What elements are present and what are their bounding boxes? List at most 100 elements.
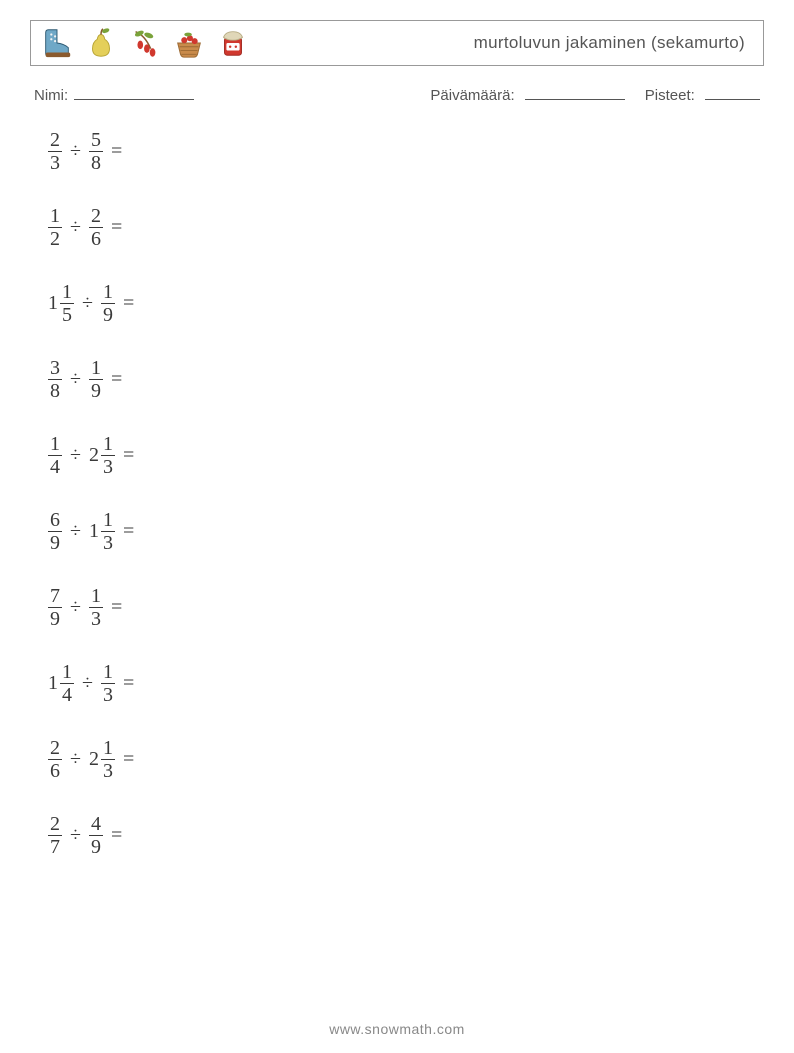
fraction-denominator: 2: [48, 229, 62, 249]
problem-row: 14÷213=: [48, 434, 764, 477]
fraction: 13: [101, 434, 115, 477]
meta-row: Nimi: Päivämäärä: Pisteet:: [30, 84, 764, 104]
problem-row: 79÷13=: [48, 586, 764, 629]
equals-sign: =: [111, 216, 122, 239]
pear-icon: [83, 25, 119, 61]
fraction-denominator: 6: [89, 229, 103, 249]
header-box: murtoluvun jakaminen (sekamurto): [30, 20, 764, 66]
fraction-denominator: 6: [48, 761, 62, 781]
equals-sign: =: [111, 596, 122, 619]
worksheet-page: murtoluvun jakaminen (sekamurto) Nimi: P…: [0, 0, 794, 1053]
date-label: Päivämäärä:: [430, 87, 514, 104]
fraction-numerator: 1: [101, 510, 115, 530]
fraction-denominator: 4: [60, 685, 74, 705]
fraction: 27: [48, 814, 62, 857]
fraction-denominator: 3: [48, 153, 62, 173]
mixed-whole: 2: [89, 445, 99, 465]
score-label: Pisteet:: [645, 87, 695, 104]
fraction: 13: [101, 510, 115, 553]
fraction-numerator: 7: [48, 586, 62, 606]
fraction-denominator: 3: [101, 685, 115, 705]
mixed-whole: 1: [48, 293, 58, 313]
fraction: 23: [48, 130, 62, 173]
fraction: 19: [101, 282, 115, 325]
fraction: 13: [101, 662, 115, 705]
problem-row: 69÷113=: [48, 510, 764, 553]
fraction-denominator: 7: [48, 837, 62, 857]
mixed-whole: 2: [89, 749, 99, 769]
fraction-numerator: 1: [60, 282, 74, 302]
fraction-numerator: 6: [48, 510, 62, 530]
fraction-denominator: 9: [89, 381, 103, 401]
fraction: 14: [48, 434, 62, 477]
fraction: 58: [89, 130, 103, 173]
equals-sign: =: [111, 140, 122, 163]
fraction-numerator: 1: [48, 206, 62, 226]
fraction-denominator: 9: [48, 609, 62, 629]
name-label: Nimi:: [34, 87, 68, 104]
fraction-numerator: 5: [89, 130, 103, 150]
fraction-numerator: 1: [89, 586, 103, 606]
fraction: 13: [89, 586, 103, 629]
fraction-numerator: 1: [89, 358, 103, 378]
footer-link: www.snowmath.com: [0, 1021, 794, 1037]
fraction-numerator: 2: [48, 814, 62, 834]
operator-divide: ÷: [82, 672, 93, 695]
score-blank[interactable]: [705, 84, 760, 100]
fraction: 13: [101, 738, 115, 781]
problem-row: 38÷19=: [48, 358, 764, 401]
boot-icon: [39, 25, 75, 61]
operator-divide: ÷: [70, 368, 81, 391]
operator-divide: ÷: [70, 520, 81, 543]
fraction: 79: [48, 586, 62, 629]
fraction-denominator: 3: [89, 609, 103, 629]
fraction-denominator: 5: [60, 305, 74, 325]
problems-list: 23÷58=12÷26=115÷19=38÷19=14÷213=69÷113=7…: [30, 130, 764, 857]
name-blank[interactable]: [74, 84, 194, 100]
fraction-numerator: 4: [89, 814, 103, 834]
date-blank[interactable]: [525, 84, 625, 100]
fraction: 26: [89, 206, 103, 249]
operator-divide: ÷: [82, 292, 93, 315]
fraction: 12: [48, 206, 62, 249]
mixed-whole: 1: [89, 521, 99, 541]
fraction: 69: [48, 510, 62, 553]
fraction-numerator: 2: [48, 738, 62, 758]
worksheet-title: murtoluvun jakaminen (sekamurto): [474, 33, 745, 53]
meta-score-group: Pisteet:: [645, 84, 760, 104]
operator-divide: ÷: [70, 140, 81, 163]
fraction-numerator: 1: [60, 662, 74, 682]
equals-sign: =: [111, 368, 122, 391]
problem-row: 27÷49=: [48, 814, 764, 857]
fraction-numerator: 1: [48, 434, 62, 454]
problem-row: 115÷19=: [48, 282, 764, 325]
fraction-denominator: 3: [101, 533, 115, 553]
meta-date-group: Päivämäärä:: [430, 84, 624, 104]
fraction-numerator: 3: [48, 358, 62, 378]
equals-sign: =: [111, 824, 122, 847]
fraction-denominator: 9: [89, 837, 103, 857]
equals-sign: =: [123, 444, 134, 467]
equals-sign: =: [123, 292, 134, 315]
meta-name-group: Nimi:: [34, 84, 194, 104]
operator-divide: ÷: [70, 596, 81, 619]
fraction-numerator: 1: [101, 434, 115, 454]
fraction-denominator: 8: [48, 381, 62, 401]
fraction-numerator: 2: [89, 206, 103, 226]
mixed-whole: 1: [48, 673, 58, 693]
fraction: 26: [48, 738, 62, 781]
fraction-denominator: 4: [48, 457, 62, 477]
fraction-denominator: 8: [89, 153, 103, 173]
equals-sign: =: [123, 748, 134, 771]
fraction-denominator: 3: [101, 761, 115, 781]
fraction: 19: [89, 358, 103, 401]
fraction-denominator: 3: [101, 457, 115, 477]
fraction-denominator: 9: [101, 305, 115, 325]
fraction: 49: [89, 814, 103, 857]
fraction: 38: [48, 358, 62, 401]
fraction: 14: [60, 662, 74, 705]
fraction-numerator: 1: [101, 662, 115, 682]
operator-divide: ÷: [70, 216, 81, 239]
problem-row: 12÷26=: [48, 206, 764, 249]
fraction-numerator: 1: [101, 738, 115, 758]
